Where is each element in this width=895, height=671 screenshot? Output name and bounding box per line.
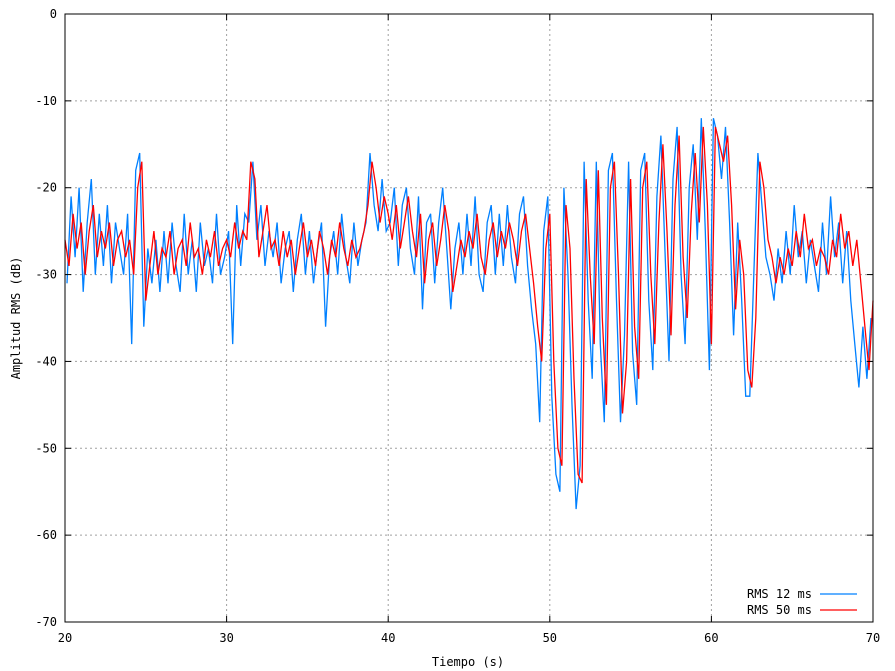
axis-ticks: 20 30 40 50 60 70 0 -10 -20 -30 -40 -50 -60 -70 <box>35 7 880 645</box>
legend-label-rms-50: RMS 50 ms <box>747 603 812 617</box>
series-group <box>64 118 874 510</box>
y-tick-label: -50 <box>35 441 57 455</box>
y-tick-label: -10 <box>35 94 57 108</box>
legend-label-rms-12: RMS 12 ms <box>747 587 812 601</box>
y-tick-label: -40 <box>35 354 57 368</box>
y-tick-label: -60 <box>35 528 57 542</box>
grid <box>65 14 873 622</box>
x-tick-label: 50 <box>543 631 557 645</box>
series-line-rms-12-ms <box>66 118 872 510</box>
plot-frame <box>64 13 874 623</box>
x-tick-label: 30 <box>219 631 233 645</box>
x-axis-label: Tiempo (s) <box>432 655 504 669</box>
x-tick-label: 60 <box>704 631 718 645</box>
series-line-rms-50-ms <box>64 126 874 484</box>
y-tick-label: -30 <box>35 268 57 282</box>
x-tick-label: 20 <box>58 631 72 645</box>
y-tick-label: 0 <box>50 7 57 21</box>
y-axis-label: Amplitud RMS (dB) <box>9 257 23 380</box>
x-tick-label: 40 <box>381 631 395 645</box>
y-tick-label: -70 <box>35 615 57 629</box>
legend: RMS 12 ms RMS 50 ms <box>747 587 857 617</box>
y-tick-label: -20 <box>35 181 57 195</box>
x-tick-label: 70 <box>866 631 880 645</box>
